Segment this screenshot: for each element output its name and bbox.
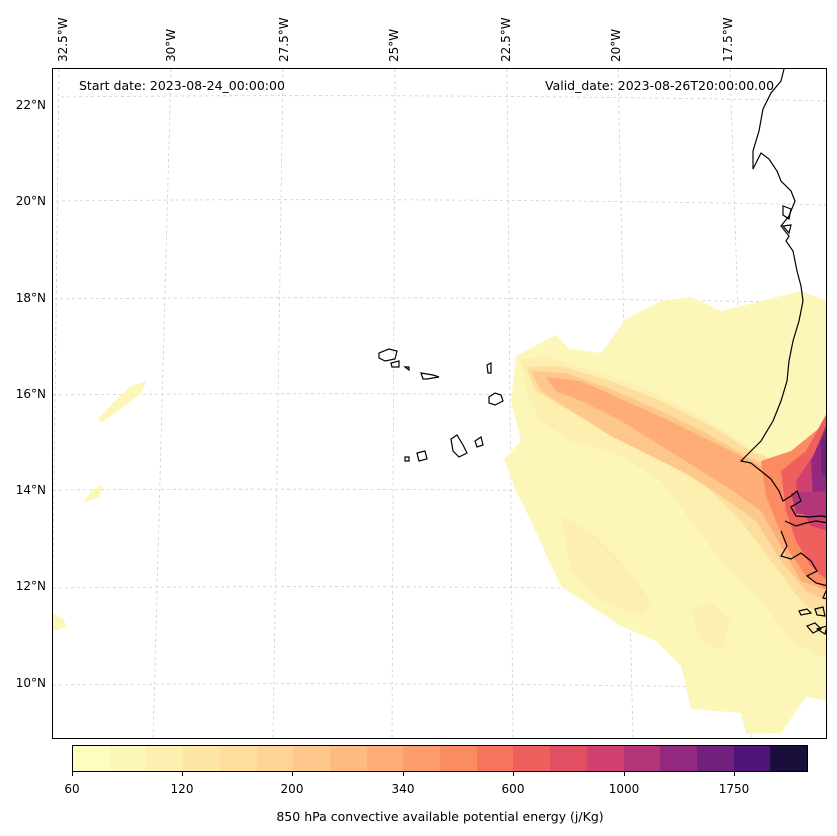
cape-verde-santiago — [450, 434, 468, 458]
colorbar-cell — [440, 746, 477, 771]
lon-label-32-5w: 32.5°W — [56, 17, 70, 62]
map-canvas — [53, 69, 826, 738]
lat-label-22n: 22°N — [15, 98, 46, 112]
colorbar-cell — [183, 746, 220, 771]
colorbar-cell — [329, 746, 367, 771]
cape-verde-sao-vicente — [390, 360, 400, 368]
cape-blob-west-1 — [98, 381, 147, 423]
colorbar-cell — [696, 746, 734, 771]
colorbar-cell — [733, 746, 771, 771]
coastlines — [378, 69, 826, 635]
colorbar-cell — [513, 746, 551, 771]
cape-verde-sao-nicolau — [420, 372, 440, 380]
colorbar-cell — [623, 746, 661, 771]
cape-level-10 — [821, 430, 826, 479]
colorbar-label-200: 200 — [280, 782, 304, 796]
cape-blob-west-2 — [83, 485, 103, 503]
colorbar-label-120: 120 — [170, 782, 194, 796]
colorbar-cell — [109, 746, 147, 771]
gambia-coast — [784, 520, 826, 527]
lon-label-25w: 25°W — [387, 28, 401, 62]
colorbar-label-1000: 1000 — [608, 782, 640, 796]
lon-label-20w: 20°W — [609, 28, 623, 62]
colorbar-cell — [770, 746, 808, 771]
colorbar-label-1750: 1750 — [718, 782, 750, 796]
cape-verde-fogo — [416, 450, 428, 462]
colorbar-tick-60 — [72, 772, 73, 776]
valid-date-label: Valid_date: 2023-08-26T20:00:00.00 — [545, 78, 775, 93]
colorbar-cell — [219, 746, 257, 771]
cape-level-2c — [691, 601, 731, 651]
lat-label-10n: 10°N — [15, 676, 46, 690]
guinea-islands-2 — [805, 622, 823, 634]
lat-label-20n: 20°N — [15, 194, 46, 208]
lon-label-22-5w: 22.5°W — [499, 17, 513, 62]
lat-label-12n: 12°N — [15, 579, 46, 593]
colorbar-tick-200 — [292, 772, 293, 776]
cape-verde-boa-vista — [488, 392, 504, 406]
lat-label-16n: 16°N — [15, 387, 46, 401]
colorbar-label-60: 60 — [64, 782, 80, 796]
africa-coastline — [739, 69, 826, 518]
colorbar-cell — [256, 746, 294, 771]
colorbar-title: 850 hPa convective available potential e… — [276, 809, 604, 824]
coast-islands-5 — [822, 590, 826, 600]
colorbar-cell — [293, 746, 330, 771]
guinea-islands-4 — [815, 625, 826, 635]
guinea-islands-1 — [798, 608, 813, 616]
colorbar-tick-120 — [182, 772, 183, 776]
colorbar-cell — [660, 746, 697, 771]
cape-verde-santa-luzia — [403, 366, 410, 372]
lon-label-30w: 30°W — [164, 28, 178, 62]
cape-level-4 — [531, 371, 826, 601]
guinea-islands-3 — [814, 606, 826, 617]
coast-islands-6 — [782, 205, 792, 220]
cape-level-2b — [561, 516, 651, 616]
cape-level-2 — [521, 356, 826, 660]
colorbar-tick-1750 — [734, 772, 735, 776]
colorbar-cell — [73, 746, 110, 771]
coast-islands-7 — [781, 224, 792, 235]
colorbar-tick-340 — [403, 772, 404, 776]
colorbar-cell — [146, 746, 184, 771]
map-panel — [52, 68, 827, 739]
start-date-label: Start date: 2023-08-24_00:00:00 — [79, 78, 285, 93]
cape-verde-maio — [474, 436, 484, 448]
lat-label-14n: 14°N — [15, 483, 46, 497]
lon-label-17-5w: 17.5°W — [721, 17, 735, 62]
cape-verde-brava — [404, 456, 410, 462]
cape-blob-west-3 — [53, 613, 67, 631]
colorbar-cell — [476, 746, 514, 771]
cape-field — [53, 291, 826, 734]
colorbar-tick-600 — [513, 772, 514, 776]
colorbar — [72, 745, 808, 772]
colorbar-cell — [366, 746, 404, 771]
colorbar-label-600: 600 — [501, 782, 525, 796]
colorbar-cell — [403, 746, 441, 771]
colorbar-tick-1000 — [624, 772, 625, 776]
colorbar-cell — [550, 746, 587, 771]
colorbar-cell — [586, 746, 624, 771]
lon-label-27-5w: 27.5°W — [277, 17, 291, 62]
cape-verde-sal — [486, 362, 492, 374]
cape-verde-santo-antao — [378, 348, 398, 362]
lat-label-18n: 18°N — [15, 291, 46, 305]
guinea-bissau-coast — [780, 530, 826, 587]
colorbar-label-340: 340 — [391, 782, 415, 796]
